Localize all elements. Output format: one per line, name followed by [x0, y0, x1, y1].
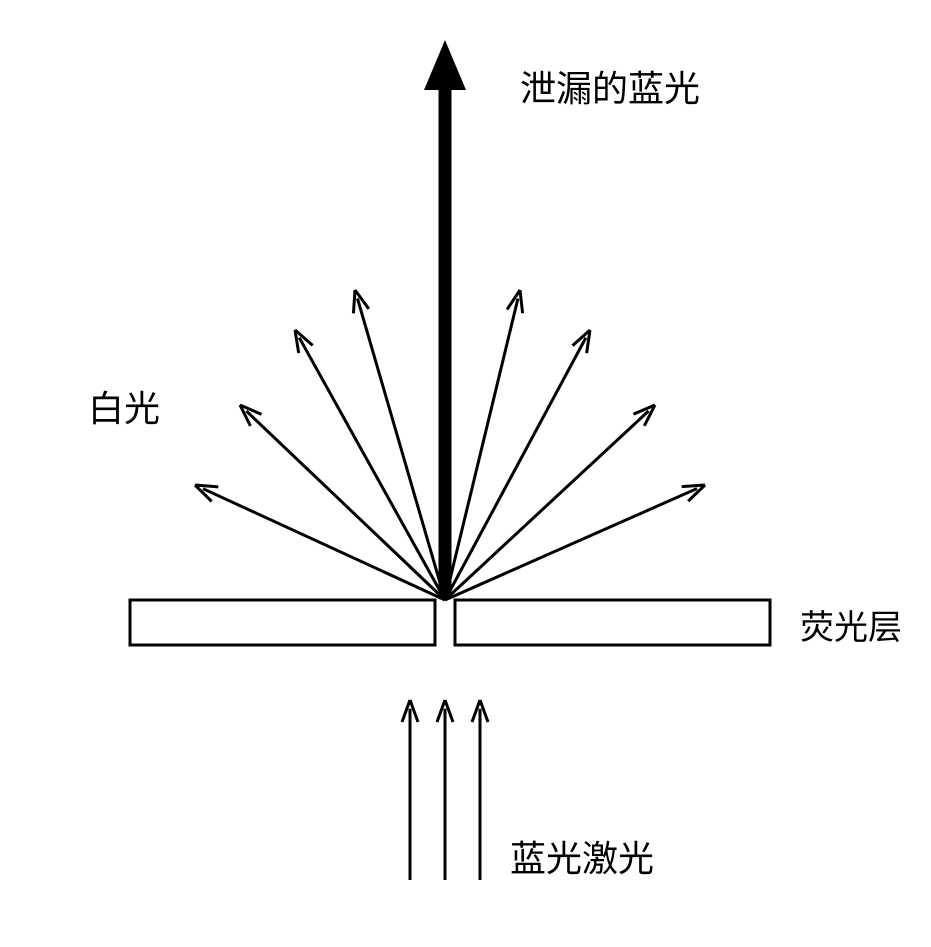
white-light-arrow-0: [203, 489, 445, 600]
phosphor-slab-right: [455, 600, 770, 645]
white-light-arrow-2: [299, 338, 445, 600]
white-light-arrow-1: [246, 411, 445, 600]
phosphor-slab-left: [130, 600, 435, 645]
white-light-arrow-5: [445, 338, 586, 600]
diagram-svg: [0, 0, 931, 947]
white-light-arrow-4-head: [520, 290, 523, 313]
white-light-arrow-4: [445, 299, 518, 600]
leaked-blue-arrow: [424, 40, 466, 596]
label-phosphor: 荧光层: [800, 600, 902, 649]
label-blue-laser: 蓝光激光: [510, 830, 654, 882]
white-light-arrow-3-head: [353, 290, 355, 313]
label-white-light: 白光: [88, 380, 160, 432]
white-light-arrow-6: [445, 411, 649, 600]
white-light-arrow-7-head: [682, 485, 705, 487]
white-light-arrow-7: [445, 489, 697, 600]
white-light-arrow-3: [357, 298, 445, 600]
label-leaked-blue: 泄漏的蓝光: [520, 60, 700, 112]
